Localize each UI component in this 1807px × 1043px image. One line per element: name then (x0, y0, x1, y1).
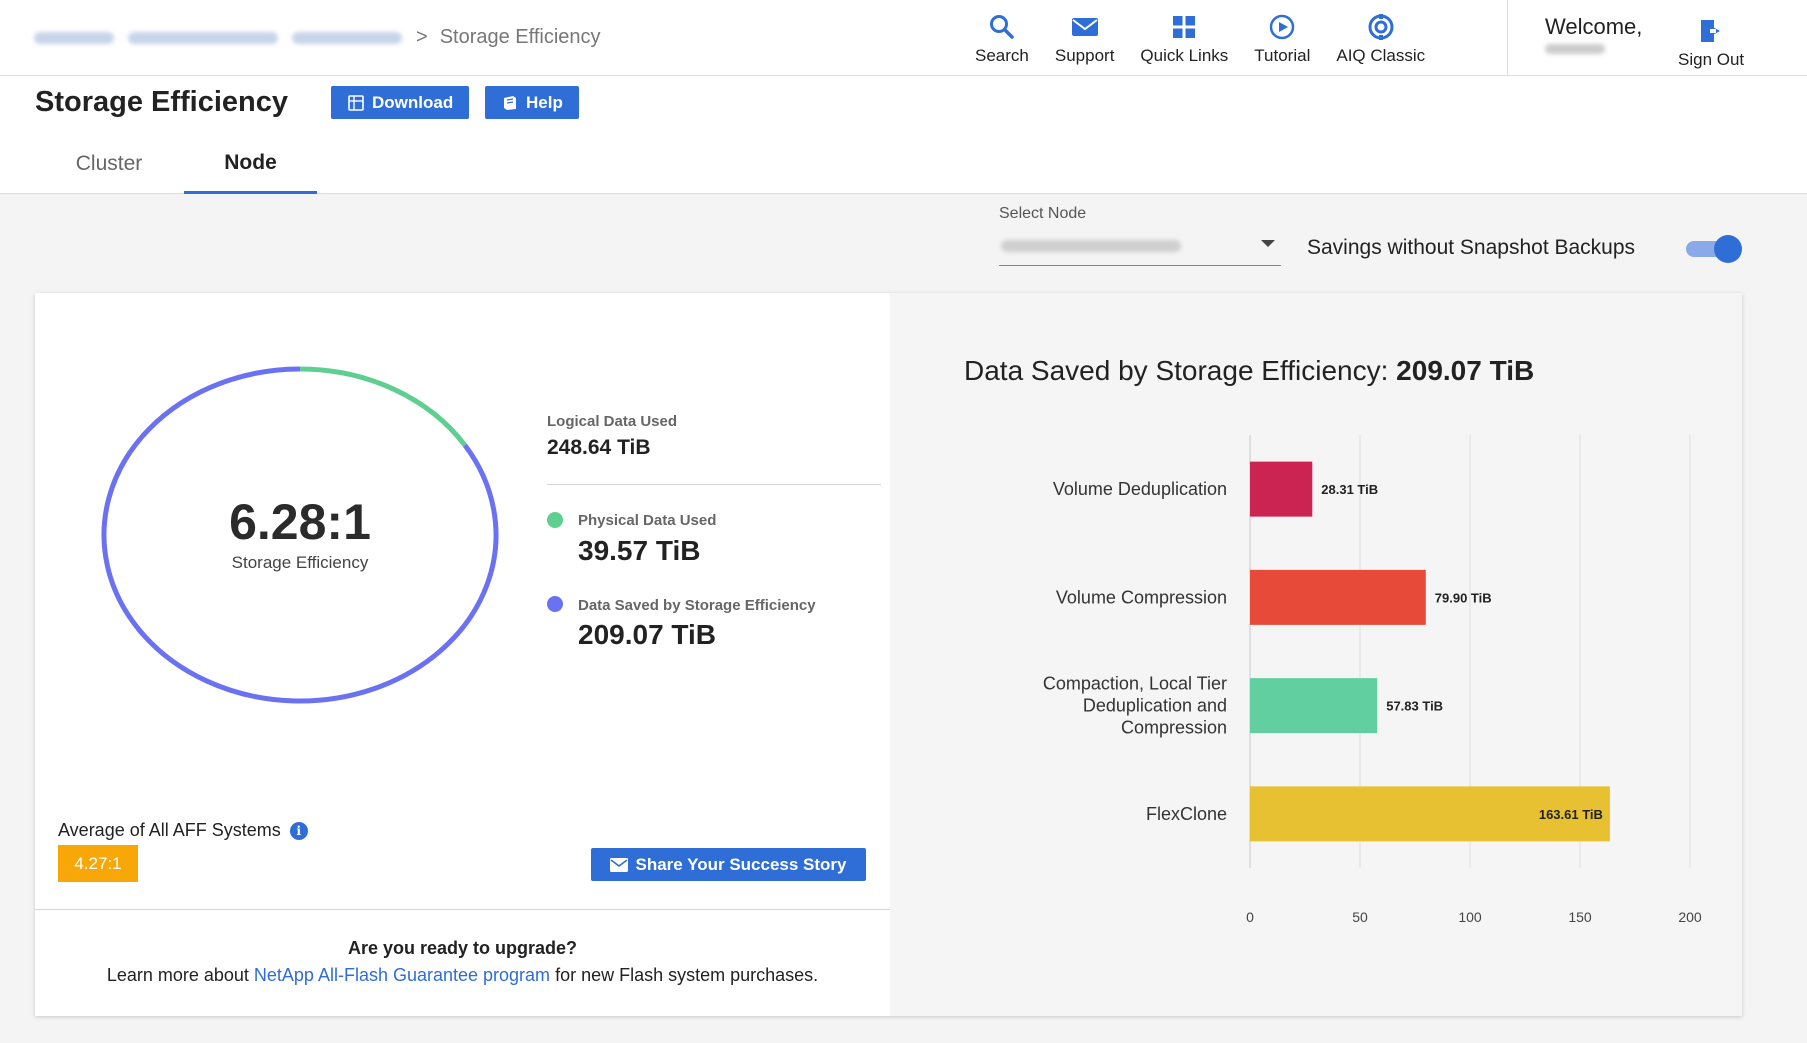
breadcrumb-current: Storage Efficiency (439, 26, 601, 48)
snapshot-toggle-label: Savings without Snapshot Backups (1307, 236, 1636, 259)
share-success-story-label: Share Your Success Story (635, 854, 847, 874)
efficiency-donut (101, 366, 499, 704)
nav-search-label: Search (975, 46, 1029, 65)
toggle-knob (1714, 235, 1742, 263)
category-label: Compaction, Local Tier (1043, 674, 1227, 694)
search-icon (989, 15, 1014, 39)
select-node-label: Select Node (999, 205, 1087, 222)
nav-support-label: Support (1054, 46, 1115, 65)
nav-tutorial-label: Tutorial (1254, 46, 1311, 65)
select-node-dropdown[interactable] (999, 230, 1281, 266)
logical-data-label: Logical Data Used (547, 413, 678, 430)
savings-bar-chart: 0 50 100 150 200 28.31 TiB Volume Deduplicatio… (1043, 435, 1702, 925)
physical-data-value: 39.57 TiB (578, 535, 701, 566)
upgrade-text-pre: Learn more about (106, 965, 254, 985)
category-label: Volume Compression (1056, 587, 1227, 607)
welcome-text: Welcome, (1545, 14, 1643, 39)
tab-node[interactable]: Node (184, 134, 317, 194)
nav-support[interactable]: Support (1054, 12, 1115, 66)
bar-3[interactable] (1250, 786, 1610, 842)
physical-data-label: Physical Data Used (578, 512, 717, 529)
grid-icon (1173, 16, 1196, 38)
download-button[interactable]: Download (331, 86, 470, 119)
x-tick-label: 200 (1678, 909, 1702, 925)
donut-segment-physical (299, 366, 467, 447)
x-tick-label: 50 (1352, 909, 1368, 925)
breadcrumb: > Storage Efficiency (34, 26, 601, 49)
upgrade-text-post: for new Flash system purchases. (550, 965, 819, 985)
breadcrumb-item-blurred[interactable] (128, 31, 278, 44)
nav-quick-links-label: Quick Links (1140, 46, 1229, 65)
summary-panel: 6.28:1 Storage Efficiency Logical Data U… (35, 293, 890, 1016)
flash-guarantee-link[interactable]: NetApp All-Flash Guarantee program (253, 965, 551, 985)
efficiency-ratio: 6.28:1 (229, 494, 371, 550)
sign-out-icon (1701, 20, 1721, 42)
logical-data-value: 248.64 TiB (547, 436, 651, 459)
breadcrumb-separator: > (416, 26, 428, 48)
title-bar: Storage Efficiency Download Help Cluster… (0, 76, 1807, 194)
bar-value-label: 163.61 TiB (1539, 807, 1603, 822)
physical-legend-dot (547, 512, 563, 528)
share-success-story-button[interactable]: Share Your Success Story (591, 848, 866, 881)
bar-value-label: 57.83 TiB (1386, 699, 1443, 714)
chart-title-value: 209.07 TiB (1396, 355, 1535, 386)
category-label: FlexClone (1146, 804, 1227, 824)
average-aff-label: Average of All AFF Systems i (58, 820, 308, 841)
saved-data-label: Data Saved by Storage Efficiency (578, 597, 816, 614)
nav-aiq-classic-label: AIQ Classic (1336, 46, 1426, 65)
info-icon[interactable]: i (289, 821, 308, 840)
mail-icon (1071, 18, 1098, 36)
bar-value-label: 79.90 TiB (1435, 590, 1492, 605)
breadcrumb-item-blurred[interactable] (34, 31, 114, 44)
spreadsheet-icon (348, 94, 364, 111)
aiq-icon (1368, 14, 1394, 40)
category-label: Deduplication and (1083, 696, 1227, 716)
chart-panel: Data Saved by Storage Efficiency: 209.07… (890, 293, 1742, 1016)
chevron-down-icon (1261, 240, 1275, 247)
book-icon (504, 95, 516, 110)
page-title: Storage Efficiency (35, 86, 289, 118)
nav-quick-links[interactable]: Quick Links (1140, 12, 1228, 66)
chart-title-text: Data Saved by Storage Efficiency: (964, 355, 1389, 386)
x-tick-label: 0 (1246, 909, 1254, 925)
top-bar: > Storage Efficiency Search Support Quic… (0, 0, 1807, 76)
mail-icon (610, 857, 629, 872)
user-name-blurred (1545, 44, 1605, 54)
saved-data-value: 209.07 TiB (578, 619, 717, 650)
stats-divider (547, 484, 881, 485)
chart-title: Data Saved by Storage Efficiency: 209.07… (964, 355, 1534, 387)
footer-divider (35, 909, 890, 910)
category-label: Volume Deduplication (1053, 479, 1227, 499)
select-node-value-blurred (1001, 240, 1181, 252)
top-nav: Search Support Quick Links Tutorial AIQ … (975, 12, 1451, 66)
upgrade-title: Are you ready to upgrade? (347, 938, 578, 958)
nav-aiq-classic[interactable]: AIQ Classic (1336, 12, 1425, 66)
header-divider (1507, 0, 1508, 76)
x-tick-label: 100 (1458, 909, 1482, 925)
saved-legend-dot (547, 596, 563, 612)
help-label: Help (526, 92, 563, 112)
bar-2[interactable] (1250, 678, 1378, 734)
bar-0[interactable] (1250, 461, 1313, 517)
breadcrumb-item-blurred[interactable] (292, 31, 402, 44)
sign-out-label: Sign Out (1678, 50, 1745, 69)
category-label: Compression (1121, 718, 1227, 738)
help-button[interactable]: Help (485, 86, 579, 119)
efficiency-ratio-label: Storage Efficiency (231, 553, 369, 572)
sign-out-button[interactable]: Sign Out (1678, 16, 1744, 70)
x-tick-label: 150 (1568, 909, 1592, 925)
average-aff-text: Average of All AFF Systems (58, 820, 281, 840)
tab-cluster[interactable]: Cluster (75, 152, 143, 175)
bar-1[interactable] (1250, 569, 1426, 625)
nav-search[interactable]: Search (975, 12, 1029, 66)
download-label: Download (372, 92, 454, 112)
average-aff-value: 4.27:1 (58, 845, 138, 882)
bar-value-label: 28.31 TiB (1321, 482, 1378, 497)
donut-segment-saved (101, 366, 499, 704)
play-icon (1270, 14, 1295, 40)
upgrade-text: Learn more about NetApp All-Flash Guaran… (35, 965, 890, 986)
nav-tutorial[interactable]: Tutorial (1254, 12, 1310, 66)
efficiency-card: 6.28:1 Storage Efficiency Logical Data U… (35, 293, 1742, 1016)
snapshot-toggle[interactable] (1686, 235, 1742, 263)
